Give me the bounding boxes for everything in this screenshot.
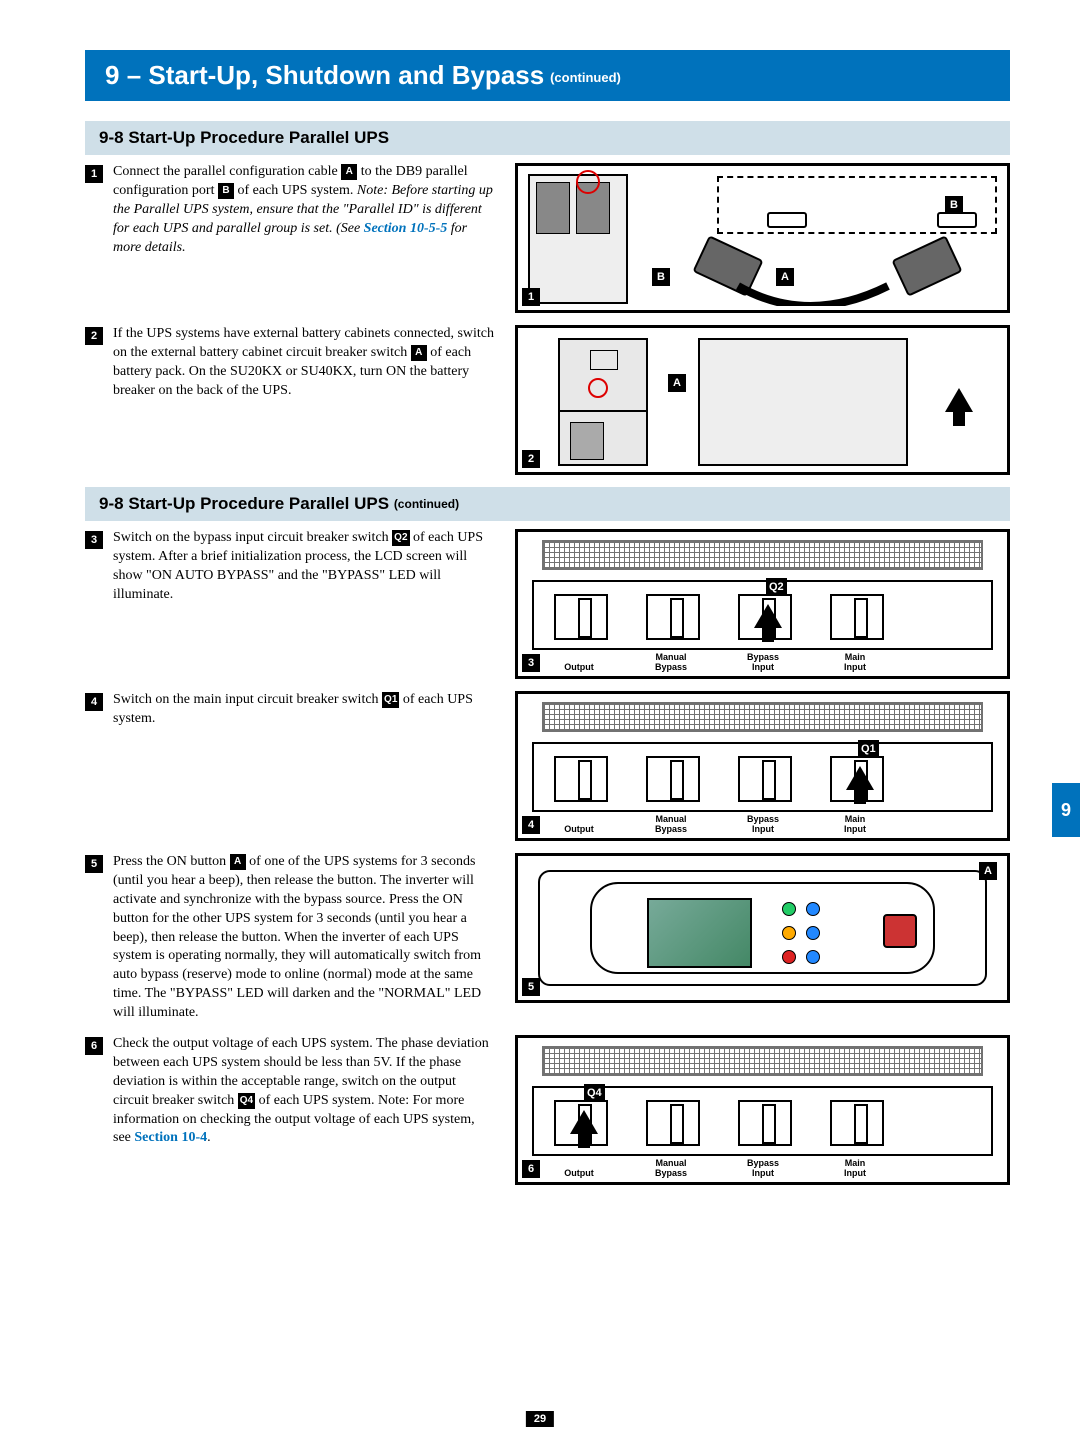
step-number: 1 [85, 165, 103, 183]
arrow-up-icon [846, 766, 874, 790]
figure-2: A 2 [515, 325, 1010, 475]
led-red-icon [782, 950, 796, 964]
step-text: Switch on the main input circuit breaker… [113, 691, 495, 729]
breaker-label: Bypass Input [736, 814, 790, 834]
step-text: Press the ON button A of one of the UPS … [113, 853, 495, 1023]
section-header-2: 9-8 Start-Up Procedure Parallel UPS (con… [85, 487, 1010, 521]
callout-Q2: Q2 [766, 578, 787, 596]
step-row-2: 2 If the UPS systems have external batte… [85, 325, 1010, 475]
led-green-icon [782, 902, 796, 916]
callout-Q1: Q1 [858, 740, 879, 758]
figure-number: 4 [522, 816, 540, 834]
step-row-4: 4 Switch on the main input circuit break… [85, 691, 1010, 841]
breaker-label: Main Input [828, 1158, 882, 1178]
breaker-icon [830, 1100, 884, 1146]
callout-B: B [945, 196, 963, 214]
breaker-label: Bypass Input [736, 652, 790, 672]
lcd-screen-icon [647, 898, 752, 968]
chapter-continued: (continued) [550, 70, 621, 85]
step-number: 3 [85, 531, 103, 549]
step-row-5: 5 Press the ON button A of one of the UP… [85, 853, 1010, 1023]
breaker-label: Main Input [828, 652, 882, 672]
inline-badge-A: A [230, 854, 246, 870]
breaker-icon [646, 1100, 700, 1146]
power-button-icon [883, 914, 917, 948]
figure-3: Q2 Output Manual Bypass Bypass Input Mai… [515, 529, 1010, 679]
breaker-icon [554, 756, 608, 802]
figure-1: B A B 1 [515, 163, 1010, 313]
step-number: 6 [85, 1037, 103, 1055]
step-row-6: 6 Check the output voltage of each UPS s… [85, 1035, 1010, 1185]
arrow-up-icon [945, 388, 973, 412]
breaker-icon [646, 756, 700, 802]
step-row-1: 1 Connect the parallel configuration cab… [85, 163, 1010, 313]
callout-A: A [979, 862, 997, 880]
callout-A: A [668, 374, 686, 392]
figure-number: 5 [522, 978, 540, 996]
inline-badge-Q4: Q4 [238, 1093, 255, 1109]
breaker-label: Main Input [828, 814, 882, 834]
section-header-1: 9-8 Start-Up Procedure Parallel UPS [85, 121, 1010, 155]
inline-badge-A: A [341, 164, 357, 180]
step-text: Check the output voltage of each UPS sys… [113, 1035, 495, 1148]
breaker-icon [738, 756, 792, 802]
breaker-label: Manual Bypass [644, 1158, 698, 1178]
figure-5: A 5 [515, 853, 1010, 1003]
breaker-label: Manual Bypass [644, 814, 698, 834]
step-row-3: 3 Switch on the bypass input circuit bre… [85, 529, 1010, 679]
section-number: 9-8 [99, 128, 124, 147]
xref-link[interactable]: Section 10-5-5 [364, 221, 448, 236]
step-number: 2 [85, 327, 103, 345]
figure-number: 2 [522, 450, 540, 468]
red-circle-icon [576, 170, 600, 194]
breaker-icon [554, 594, 608, 640]
callout-A: A [776, 268, 794, 286]
breaker-label: Output [552, 662, 606, 672]
chapter-sep: – [119, 60, 148, 90]
cable-icon [688, 236, 928, 306]
figure-4: Q1 Output Manual Bypass Bypass Input Mai… [515, 691, 1010, 841]
chapter-header: 9 – Start-Up, Shutdown and Bypass (conti… [85, 50, 1010, 101]
step-text: If the UPS systems have external battery… [113, 325, 495, 401]
figure-6: Q4 Output Manual Bypass Bypass Input Mai… [515, 1035, 1010, 1185]
side-chapter-tab: 9 [1052, 783, 1080, 837]
led-blue-icon [806, 950, 820, 964]
section-title: Start-Up Procedure Parallel UPS [128, 494, 389, 513]
db9-port-icon [937, 212, 977, 228]
callout-Q4: Q4 [584, 1084, 605, 1102]
chapter-number: 9 [105, 60, 119, 90]
inline-badge-Q1: Q1 [382, 692, 399, 708]
breaker-icon [646, 594, 700, 640]
step-number: 5 [85, 855, 103, 873]
step-text: Switch on the bypass input circuit break… [113, 529, 495, 605]
figure-number: 1 [522, 288, 540, 306]
breaker-label: Bypass Input [736, 1158, 790, 1178]
step-number: 4 [85, 693, 103, 711]
step-text: Connect the parallel configuration cable… [113, 163, 495, 257]
callout-B: B [652, 268, 670, 286]
breaker-icon [738, 1100, 792, 1146]
breaker-label: Manual Bypass [644, 652, 698, 672]
section-number: 9-8 [99, 494, 124, 513]
inline-badge-B: B [218, 183, 234, 199]
led-blue-icon [806, 902, 820, 916]
inline-badge-A: A [411, 345, 427, 361]
figure-number: 6 [522, 1160, 540, 1178]
chapter-title: Start-Up, Shutdown and Bypass [148, 60, 544, 90]
section-title: Start-Up Procedure Parallel UPS [128, 128, 389, 147]
arrow-up-icon [570, 1110, 598, 1134]
page-number: 29 [526, 1411, 554, 1427]
inline-badge-Q2: Q2 [392, 530, 409, 546]
led-yellow-icon [782, 926, 796, 940]
section-continued: (continued) [394, 497, 459, 511]
xref-link[interactable]: Section 10-4 [134, 1130, 207, 1145]
led-blue-icon [806, 926, 820, 940]
figure-number: 3 [522, 654, 540, 672]
breaker-label: Output [552, 824, 606, 834]
db9-port-icon [767, 212, 807, 228]
breaker-label: Output [552, 1168, 606, 1178]
arrow-up-icon [754, 604, 782, 628]
red-circle-icon [588, 378, 608, 398]
breaker-icon [830, 594, 884, 640]
